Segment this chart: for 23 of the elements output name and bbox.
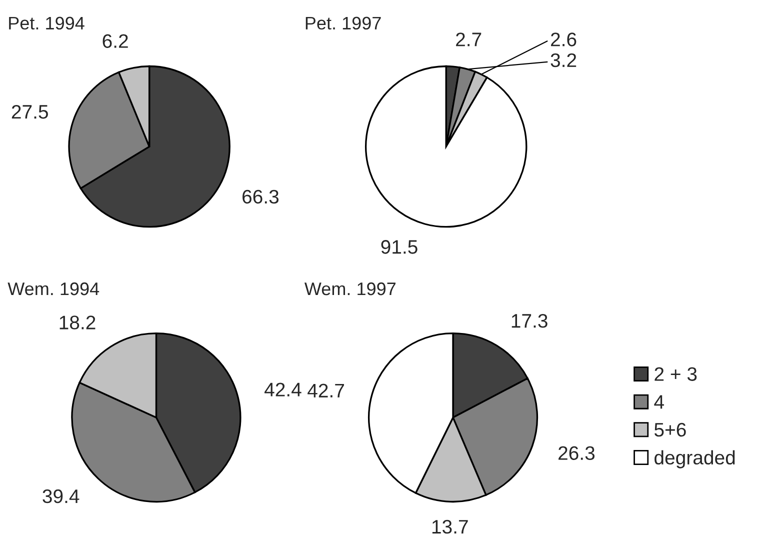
chart-title: Wem. 1997 [304, 282, 396, 296]
legend-label: degraded [654, 450, 735, 468]
legend-label: 5+6 [654, 422, 686, 437]
data-label: 66.3 [242, 190, 279, 204]
data-label: 13.7 [432, 520, 468, 534]
data-label: 42.4 [264, 382, 302, 396]
legend-label: 4 [654, 395, 664, 409]
data-label: 2.7 [456, 32, 482, 46]
data-label: 26.3 [558, 446, 595, 460]
data-label: 27.5 [12, 104, 48, 119]
chart-title: Pet. 1994 [9, 16, 84, 30]
data-label: 18.2 [60, 316, 96, 330]
data-label: 39.4 [42, 489, 80, 504]
pie-slice [364, 65, 528, 228]
data-label: 6.2 [102, 34, 128, 48]
data-label: 3.2 [550, 53, 576, 68]
data-label: 91.5 [381, 240, 418, 254]
data-label: 17.3 [512, 314, 548, 328]
data-label: 42.7 [308, 384, 344, 398]
data-label: 2.6 [551, 32, 576, 46]
chart-title: Pet. 1997 [306, 16, 381, 30]
legend-label: 2 + 3 [654, 367, 697, 381]
chart-title: Wem. 1994 [8, 282, 100, 296]
